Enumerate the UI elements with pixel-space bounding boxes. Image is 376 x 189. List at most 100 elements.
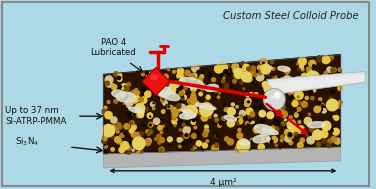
Circle shape bbox=[239, 119, 242, 122]
Circle shape bbox=[190, 140, 193, 142]
Circle shape bbox=[131, 132, 137, 137]
Circle shape bbox=[198, 134, 199, 135]
Circle shape bbox=[227, 108, 235, 115]
Circle shape bbox=[149, 105, 152, 108]
Circle shape bbox=[196, 65, 200, 69]
Circle shape bbox=[176, 91, 178, 93]
Circle shape bbox=[317, 57, 321, 61]
Circle shape bbox=[135, 88, 138, 91]
Circle shape bbox=[142, 88, 146, 91]
Circle shape bbox=[218, 63, 227, 72]
Circle shape bbox=[173, 81, 179, 88]
Circle shape bbox=[270, 60, 273, 64]
Circle shape bbox=[293, 116, 294, 118]
Circle shape bbox=[309, 60, 316, 67]
Circle shape bbox=[112, 146, 115, 150]
Circle shape bbox=[239, 110, 246, 117]
Circle shape bbox=[233, 73, 238, 78]
Circle shape bbox=[263, 68, 264, 70]
Circle shape bbox=[308, 133, 311, 135]
Circle shape bbox=[313, 73, 317, 77]
Circle shape bbox=[174, 108, 179, 114]
Circle shape bbox=[191, 120, 196, 124]
Circle shape bbox=[124, 132, 126, 134]
Circle shape bbox=[202, 143, 207, 148]
Circle shape bbox=[261, 97, 262, 99]
Circle shape bbox=[297, 142, 303, 148]
Circle shape bbox=[272, 90, 275, 93]
Circle shape bbox=[300, 138, 304, 142]
Circle shape bbox=[200, 98, 201, 100]
Circle shape bbox=[235, 146, 241, 152]
Circle shape bbox=[294, 132, 297, 135]
Circle shape bbox=[302, 101, 307, 107]
Circle shape bbox=[297, 96, 299, 98]
Circle shape bbox=[297, 107, 301, 111]
Circle shape bbox=[269, 89, 272, 91]
Circle shape bbox=[236, 117, 243, 124]
Circle shape bbox=[147, 113, 153, 118]
Circle shape bbox=[333, 116, 335, 118]
Circle shape bbox=[241, 62, 244, 65]
Circle shape bbox=[170, 145, 171, 146]
Circle shape bbox=[237, 139, 250, 152]
Circle shape bbox=[268, 138, 271, 142]
Circle shape bbox=[299, 110, 300, 111]
Circle shape bbox=[111, 135, 115, 139]
Circle shape bbox=[113, 122, 116, 125]
Circle shape bbox=[112, 86, 114, 88]
Circle shape bbox=[215, 118, 218, 121]
Circle shape bbox=[276, 99, 279, 101]
Circle shape bbox=[186, 123, 188, 124]
Circle shape bbox=[325, 78, 327, 81]
Circle shape bbox=[161, 77, 168, 85]
Circle shape bbox=[168, 93, 172, 97]
Circle shape bbox=[181, 97, 184, 100]
Circle shape bbox=[275, 76, 277, 78]
Circle shape bbox=[146, 72, 154, 80]
Circle shape bbox=[334, 138, 340, 144]
Circle shape bbox=[133, 114, 135, 116]
Circle shape bbox=[240, 115, 243, 117]
Circle shape bbox=[166, 89, 174, 97]
Circle shape bbox=[247, 124, 249, 125]
Circle shape bbox=[186, 127, 190, 131]
Circle shape bbox=[338, 100, 342, 105]
Circle shape bbox=[173, 70, 176, 73]
Circle shape bbox=[264, 139, 267, 142]
Circle shape bbox=[224, 70, 227, 74]
Circle shape bbox=[170, 82, 174, 85]
Circle shape bbox=[105, 81, 109, 85]
Polygon shape bbox=[266, 74, 365, 92]
Circle shape bbox=[322, 121, 331, 130]
Circle shape bbox=[235, 110, 237, 113]
Circle shape bbox=[222, 117, 226, 121]
Circle shape bbox=[135, 134, 138, 138]
Circle shape bbox=[201, 146, 203, 149]
Circle shape bbox=[106, 82, 111, 87]
Circle shape bbox=[288, 92, 291, 94]
Circle shape bbox=[175, 78, 176, 79]
Circle shape bbox=[127, 114, 131, 117]
Circle shape bbox=[156, 137, 158, 139]
Circle shape bbox=[200, 84, 206, 90]
Circle shape bbox=[161, 90, 164, 92]
Circle shape bbox=[234, 88, 237, 91]
Text: Si$_3$N$_4$: Si$_3$N$_4$ bbox=[15, 136, 39, 148]
Circle shape bbox=[238, 76, 241, 80]
Circle shape bbox=[206, 95, 210, 99]
Circle shape bbox=[237, 117, 241, 122]
Circle shape bbox=[233, 69, 237, 72]
Circle shape bbox=[194, 108, 198, 112]
Circle shape bbox=[270, 126, 274, 130]
Circle shape bbox=[303, 74, 310, 81]
Circle shape bbox=[291, 94, 294, 96]
Circle shape bbox=[327, 143, 331, 148]
Text: 4 μm²: 4 μm² bbox=[210, 178, 236, 187]
Circle shape bbox=[153, 82, 156, 85]
Circle shape bbox=[337, 106, 340, 108]
Circle shape bbox=[174, 125, 176, 127]
Circle shape bbox=[105, 151, 107, 154]
Circle shape bbox=[202, 149, 204, 151]
Circle shape bbox=[280, 135, 284, 139]
